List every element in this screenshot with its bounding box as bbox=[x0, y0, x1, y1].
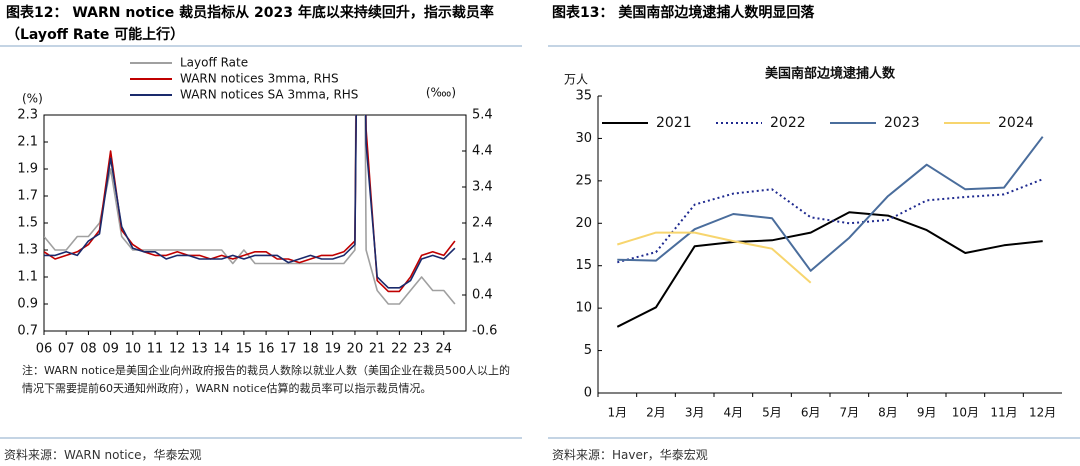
x-tick-label: 2月 bbox=[646, 406, 666, 420]
y-tick-label: 25 bbox=[575, 173, 592, 188]
x-tick-label: 20 bbox=[347, 342, 364, 357]
y2-axis-label: (‱) bbox=[426, 86, 456, 100]
x-tick-label: 10月 bbox=[952, 406, 979, 420]
series-line bbox=[617, 178, 1044, 264]
x-tick-label: 09 bbox=[102, 342, 119, 357]
x-tick-label: 11月 bbox=[990, 406, 1017, 420]
y-tick-label: 20 bbox=[575, 216, 592, 231]
x-tick-label: 14 bbox=[213, 342, 230, 357]
figure-caption: 图表12： WARN notice 裁员指标从 2023 年底以来持续回升，指示… bbox=[6, 5, 494, 43]
y-tick-label: 0 bbox=[584, 386, 592, 401]
x-tick-label: 8月 bbox=[878, 406, 898, 420]
series-line bbox=[44, 115, 456, 289]
series-line bbox=[617, 231, 812, 284]
y-tick-label: 1.9 bbox=[17, 162, 38, 177]
y2-tick-label: 2.4 bbox=[472, 216, 493, 231]
y-axis-label: 万人 bbox=[564, 73, 588, 87]
y-tick-label: 2.1 bbox=[17, 135, 38, 150]
y-tick-label: 1.5 bbox=[17, 216, 38, 231]
y-tick-label: 30 bbox=[575, 131, 592, 146]
chart-source: 资料来源：WARN notice，华泰宏观 bbox=[4, 448, 202, 462]
y-tick-label: 10 bbox=[575, 301, 592, 316]
x-tick-label: 9月 bbox=[917, 406, 937, 420]
x-tick-label: 13 bbox=[191, 342, 208, 357]
x-tick-label: 1月 bbox=[608, 406, 628, 420]
y-tick-label: 0.7 bbox=[17, 324, 38, 339]
x-tick-label: 06 bbox=[36, 342, 53, 357]
y-tick-label: 5 bbox=[584, 343, 592, 358]
x-tick-label: 24 bbox=[436, 342, 453, 357]
y-axis-label: (%) bbox=[22, 92, 43, 106]
series-line bbox=[616, 211, 1043, 328]
x-tick-label: 23 bbox=[413, 342, 430, 357]
x-tick-label: 19 bbox=[324, 342, 341, 357]
legend-label: 2024 bbox=[998, 115, 1034, 131]
series-line bbox=[617, 136, 1044, 272]
x-tick-label: 07 bbox=[58, 342, 75, 357]
y-tick-label: 2.3 bbox=[17, 108, 38, 123]
x-tick-label: 11 bbox=[147, 342, 164, 357]
x-tick-label: 5月 bbox=[762, 406, 782, 420]
y-tick-label: 1.3 bbox=[17, 243, 38, 258]
plot-frame bbox=[43, 114, 467, 332]
legend-label: WARN notices 3mma, RHS bbox=[180, 72, 339, 86]
x-tick-label: 17 bbox=[280, 342, 297, 357]
x-tick-label: 08 bbox=[80, 342, 97, 357]
series-line bbox=[44, 115, 456, 293]
legend-label: 2021 bbox=[656, 115, 692, 131]
x-tick-label: 21 bbox=[369, 342, 386, 357]
y2-tick-label: 4.4 bbox=[472, 144, 493, 159]
y-tick-label: 1.1 bbox=[17, 270, 38, 285]
x-tick-label: 12月 bbox=[1029, 406, 1056, 420]
chart-title: 美国南部边境逮捕人数 bbox=[765, 66, 896, 82]
legend-label: WARN notices SA 3mma, RHS bbox=[180, 88, 358, 102]
y-tick-label: 35 bbox=[575, 89, 592, 104]
x-tick-label: 18 bbox=[302, 342, 319, 357]
chart-note: 注：WARN notice是美国企业向州政府报告的裁员人数除以就业人数（美国企业… bbox=[22, 364, 511, 395]
y2-tick-label: 1.4 bbox=[472, 252, 493, 267]
series-line bbox=[44, 115, 456, 305]
x-tick-label: 12 bbox=[169, 342, 186, 357]
x-tick-label: 15 bbox=[236, 342, 253, 357]
x-tick-label: 22 bbox=[391, 342, 408, 357]
x-tick-label: 7月 bbox=[840, 406, 860, 420]
legend-label: 2023 bbox=[884, 115, 920, 131]
x-tick-label: 16 bbox=[258, 342, 275, 357]
x-tick-label: 4月 bbox=[724, 406, 744, 420]
x-tick-label: 6月 bbox=[801, 406, 821, 420]
y-tick-label: 1.7 bbox=[17, 189, 38, 204]
legend-label: 2022 bbox=[770, 115, 806, 131]
y2-tick-label: 0.4 bbox=[472, 288, 493, 303]
y-tick-label: 0.9 bbox=[17, 297, 38, 312]
chart-source: 资料来源：Haver，华泰宏观 bbox=[552, 448, 708, 462]
y2-tick-label: 3.4 bbox=[472, 180, 493, 195]
x-tick-label: 3月 bbox=[685, 406, 705, 420]
y-tick-label: 15 bbox=[575, 258, 592, 273]
legend-label: Layoff Rate bbox=[180, 56, 248, 70]
x-tick-label: 10 bbox=[125, 342, 142, 357]
y2-tick-label: 5.4 bbox=[472, 108, 493, 123]
y2-tick-label: -0.6 bbox=[472, 324, 497, 339]
figure-caption: 图表13： 美国南部边境逮捕人数明显回落 bbox=[552, 5, 815, 21]
